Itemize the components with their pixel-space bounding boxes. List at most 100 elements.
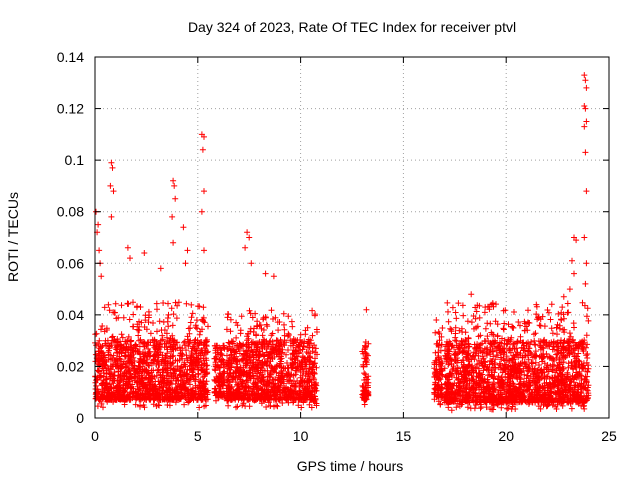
data-point xyxy=(137,304,144,310)
data-point xyxy=(195,342,202,349)
data-point xyxy=(510,324,517,331)
data-point xyxy=(114,383,121,390)
data-point xyxy=(189,310,196,317)
data-point xyxy=(130,299,136,306)
data-point xyxy=(199,396,206,403)
data-point xyxy=(125,366,132,373)
data-point xyxy=(201,403,208,410)
data-point xyxy=(156,385,163,392)
data-point xyxy=(163,343,170,350)
data-point xyxy=(473,308,480,315)
data-point xyxy=(98,326,104,333)
data-point xyxy=(569,257,575,264)
data-point xyxy=(154,328,160,335)
data-point xyxy=(129,381,136,388)
data-point xyxy=(156,318,163,325)
data-point xyxy=(110,380,117,387)
data-point xyxy=(98,355,104,362)
data-point xyxy=(130,348,137,355)
data-point xyxy=(169,353,176,360)
data-point xyxy=(153,341,160,348)
data-point xyxy=(122,349,129,356)
data-point xyxy=(137,378,144,385)
data-point xyxy=(482,325,489,332)
data-point xyxy=(175,377,182,384)
data-point xyxy=(190,366,197,373)
data-point xyxy=(117,378,124,385)
data-point xyxy=(138,379,145,386)
data-point xyxy=(174,363,181,369)
data-point xyxy=(115,314,122,321)
data-point xyxy=(139,359,146,366)
data-point xyxy=(122,385,129,392)
data-point xyxy=(445,404,452,411)
data-point xyxy=(109,164,116,171)
data-point xyxy=(170,352,177,359)
data-point xyxy=(128,337,135,344)
data-point xyxy=(568,405,575,412)
data-point xyxy=(182,260,189,267)
data-point xyxy=(170,239,177,246)
data-point xyxy=(201,380,208,387)
data-point xyxy=(117,371,124,378)
data-point xyxy=(113,338,120,345)
data-point xyxy=(583,188,590,195)
data-point xyxy=(194,325,200,332)
data-point xyxy=(161,327,168,333)
data-point xyxy=(195,370,202,377)
data-point xyxy=(202,371,209,378)
data-point xyxy=(200,318,207,325)
data-point xyxy=(161,340,168,347)
data-point xyxy=(268,307,275,314)
data-point xyxy=(143,326,150,333)
data-point xyxy=(195,390,202,397)
data-point xyxy=(464,318,471,325)
data-point xyxy=(263,404,270,410)
data-point xyxy=(142,394,149,401)
data-point xyxy=(196,404,203,411)
y-tick-label: 0.02 xyxy=(57,358,84,374)
data-point xyxy=(525,307,531,314)
data-point xyxy=(184,355,190,362)
y-tick-label: 0.14 xyxy=(57,49,84,65)
data-point xyxy=(108,213,115,220)
data-point xyxy=(267,402,274,409)
data-point xyxy=(174,302,181,309)
data-point xyxy=(111,372,118,379)
data-point xyxy=(187,319,194,326)
data-point xyxy=(137,387,144,394)
data-point xyxy=(201,188,207,195)
data-point xyxy=(105,345,112,352)
data-point xyxy=(549,330,556,337)
data-point xyxy=(176,344,183,351)
data-point xyxy=(114,389,121,396)
data-point xyxy=(186,376,193,383)
data-point xyxy=(146,372,153,378)
data-point xyxy=(205,323,211,330)
data-point xyxy=(159,378,166,385)
data-point xyxy=(585,317,592,324)
x-tick-label: 10 xyxy=(293,428,309,444)
data-point xyxy=(139,368,146,374)
data-point xyxy=(153,300,160,307)
data-point xyxy=(172,195,179,202)
data-point xyxy=(93,382,100,389)
data-point xyxy=(244,229,251,236)
data-point xyxy=(103,325,110,332)
data-point xyxy=(490,406,497,413)
data-point xyxy=(122,368,128,375)
data-point xyxy=(167,359,173,366)
data-point xyxy=(476,314,483,321)
data-point xyxy=(270,273,277,280)
data-point xyxy=(187,392,193,399)
data-point xyxy=(187,325,194,332)
data-point xyxy=(94,403,101,410)
data-point xyxy=(124,300,131,307)
data-point xyxy=(95,221,102,228)
data-point xyxy=(154,306,160,313)
data-point xyxy=(100,404,106,411)
data-point xyxy=(225,402,232,409)
data-point xyxy=(103,376,110,383)
data-point xyxy=(492,365,499,372)
data-point xyxy=(157,396,164,403)
